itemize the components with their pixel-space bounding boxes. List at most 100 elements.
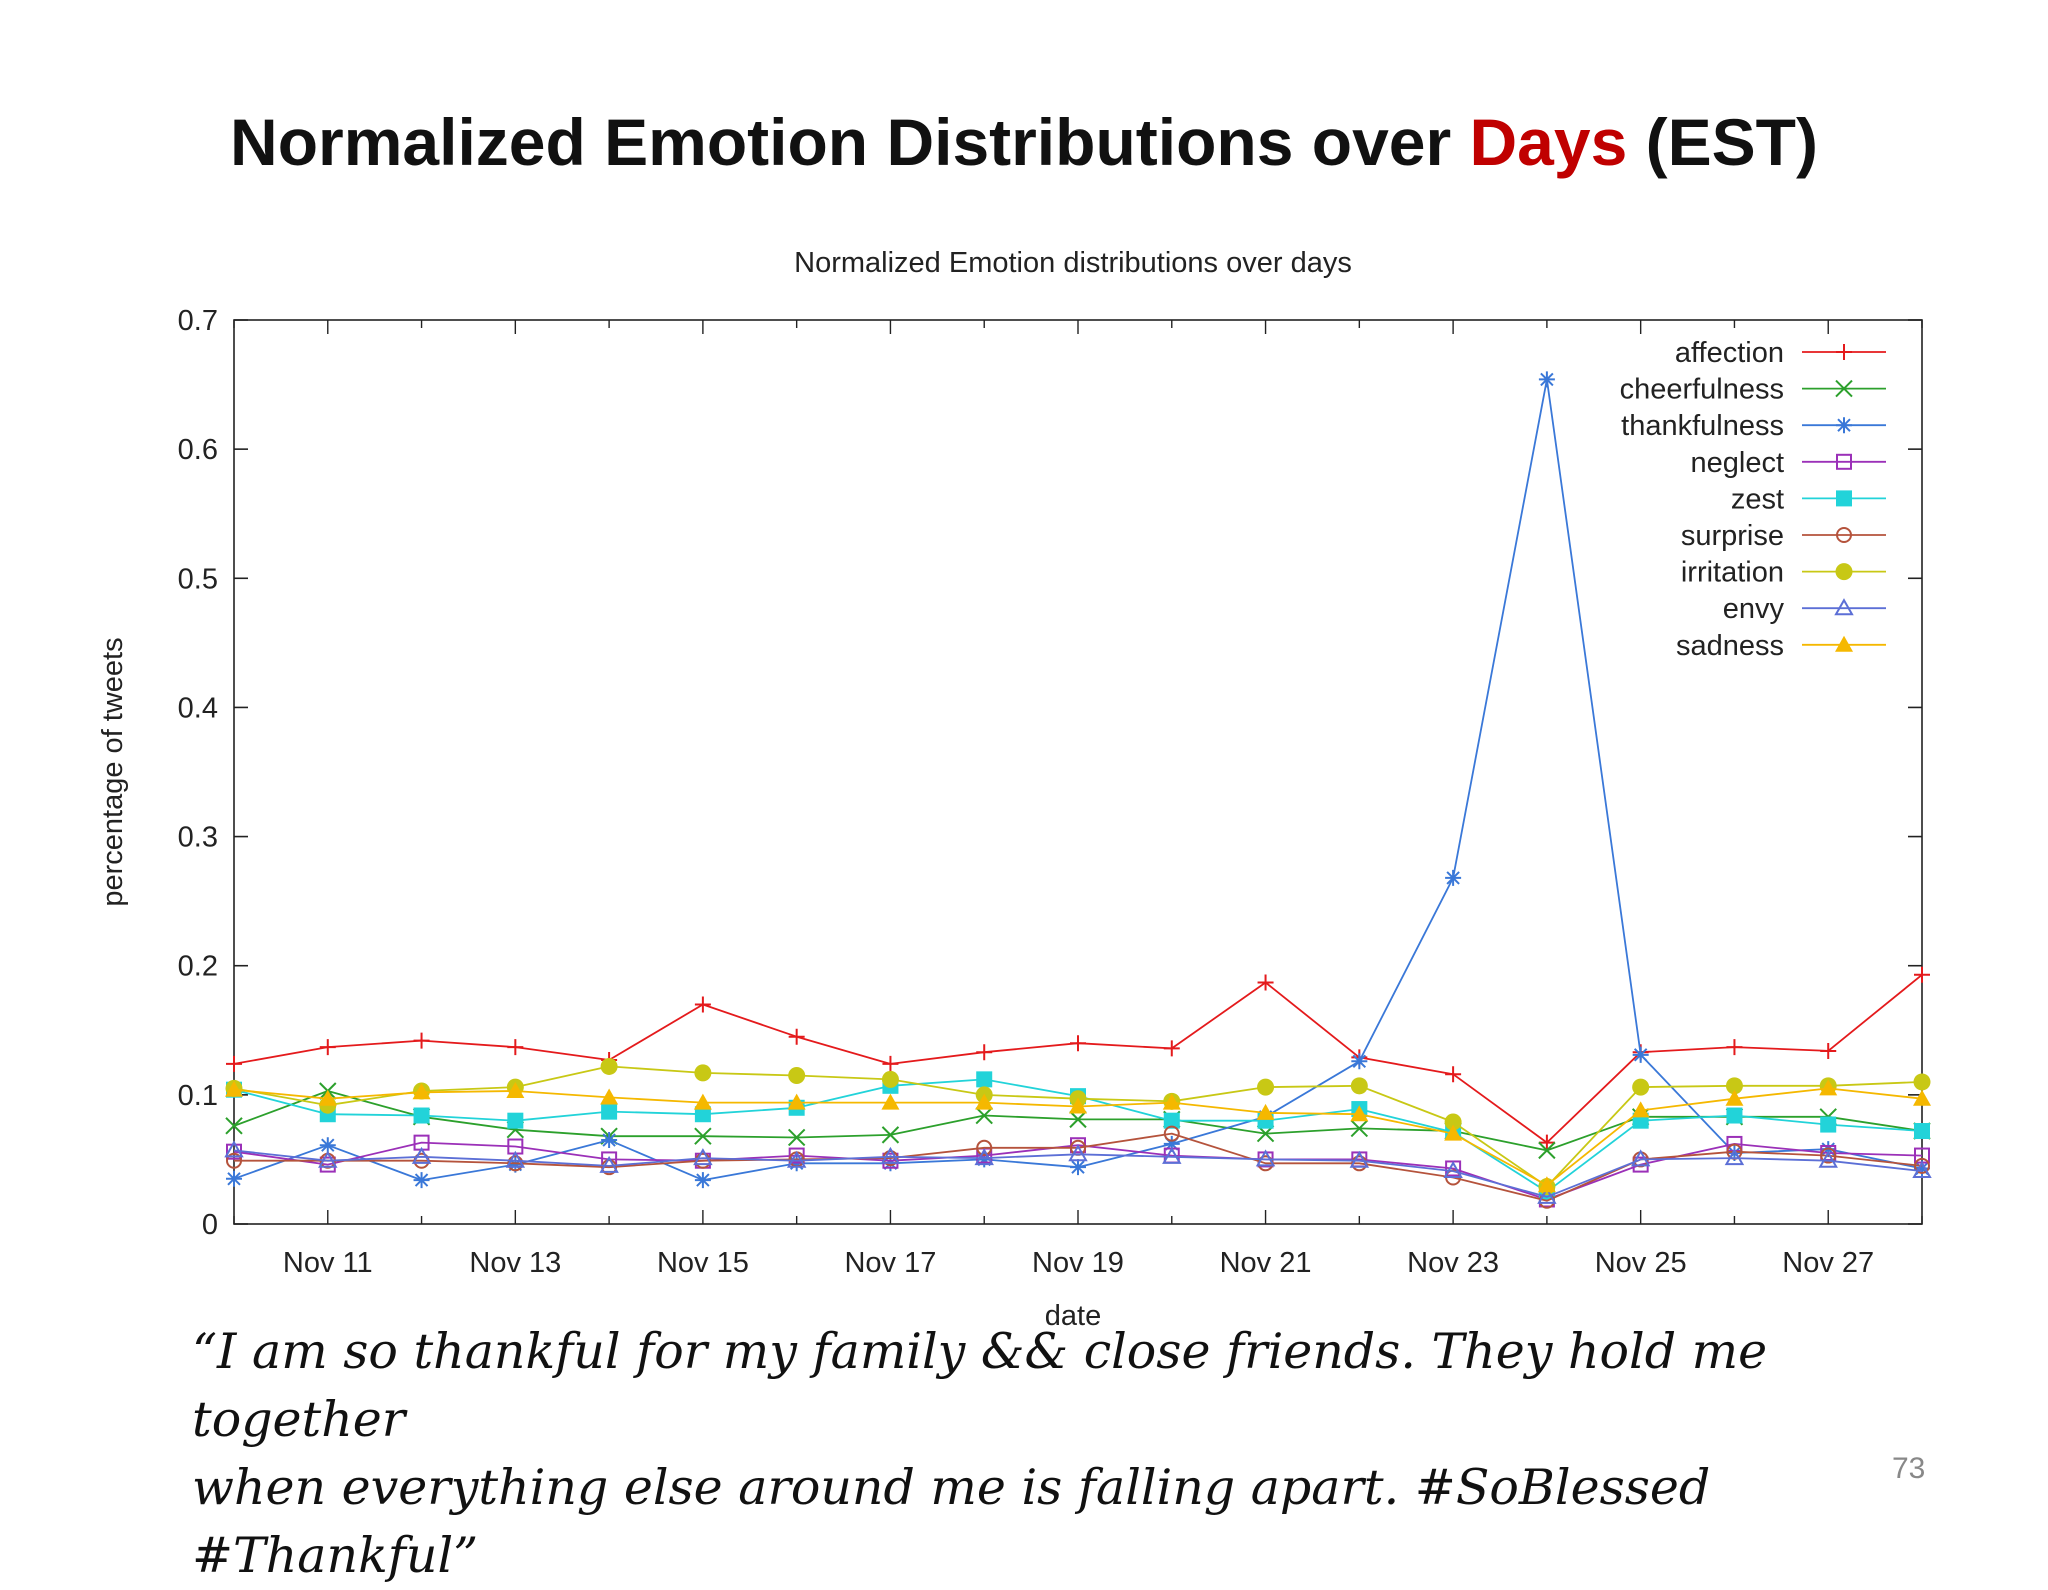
data-point-affection xyxy=(1445,1066,1462,1083)
data-point-irritation xyxy=(600,1057,618,1075)
legend-marker-sadness xyxy=(1835,635,1853,652)
legend-label-thankfulness: thankfulness xyxy=(1621,410,1784,442)
data-point-zest xyxy=(1726,1107,1743,1124)
data-point-surprise xyxy=(1820,1147,1837,1164)
data-point-zest xyxy=(413,1107,430,1124)
y-tick-label: 0.6 xyxy=(178,434,218,466)
quote-line-2: when everything else around me is fallin… xyxy=(192,1459,1711,1584)
x-tick-label: Nov 25 xyxy=(1595,1247,1687,1279)
data-point-envy xyxy=(1912,1161,1932,1179)
data-point-sadness xyxy=(1725,1089,1744,1106)
data-point-thankfulness xyxy=(1163,1135,1180,1152)
legend-marker-thankfulness xyxy=(1836,417,1852,434)
data-point-affection xyxy=(226,1055,242,1072)
data-point-thankfulness xyxy=(1445,869,1462,886)
data-point-sadness xyxy=(1350,1105,1369,1122)
legend-label-surprise: surprise xyxy=(1681,520,1784,552)
data-point-sadness xyxy=(1162,1093,1181,1110)
legend-marker-cheerfulness xyxy=(1835,379,1853,398)
data-point-thankfulness xyxy=(226,1170,242,1187)
legend-marker-surprise xyxy=(1836,527,1852,543)
legend-marker-zest xyxy=(1836,490,1852,507)
data-point-cheerfulness xyxy=(694,1127,712,1145)
data-point-zest xyxy=(1914,1123,1930,1140)
data-point-thankfulness xyxy=(1914,1160,1930,1177)
data-point-thankfulness xyxy=(601,1132,618,1149)
data-point-surprise xyxy=(1163,1125,1180,1142)
page-number: 73 xyxy=(1892,1452,1926,1485)
data-point-affection xyxy=(413,1032,430,1049)
x-tick-label: Nov 27 xyxy=(1782,1247,1874,1279)
data-point-affection xyxy=(319,1039,336,1056)
data-point-sadness xyxy=(787,1093,806,1110)
data-point-irritation xyxy=(1350,1077,1368,1095)
data-point-envy xyxy=(1068,1144,1088,1162)
data-point-affection xyxy=(788,1028,805,1045)
data-point-envy xyxy=(786,1150,807,1168)
data-point-envy xyxy=(1630,1149,1651,1167)
data-point-sadness xyxy=(318,1089,337,1106)
data-point-envy xyxy=(974,1148,994,1166)
data-point-affection xyxy=(976,1044,993,1061)
data-point-sadness xyxy=(1069,1097,1087,1114)
data-point-thankfulness xyxy=(1726,1144,1743,1161)
data-point-thankfulness xyxy=(694,1172,711,1189)
data-point-zest xyxy=(1163,1112,1180,1129)
data-point-irritation xyxy=(1725,1077,1743,1095)
data-point-affection xyxy=(1726,1039,1743,1056)
y-tick-label: 0.2 xyxy=(178,951,218,983)
data-point-envy xyxy=(224,1140,244,1158)
legend-label-envy: envy xyxy=(1723,593,1785,625)
data-point-envy xyxy=(318,1150,338,1168)
data-point-sadness xyxy=(1819,1079,1838,1096)
x-axis-label: date xyxy=(1045,1300,1101,1330)
data-point-sadness xyxy=(225,1080,243,1097)
data-point-irritation xyxy=(1444,1113,1462,1131)
legend-marker-neglect xyxy=(1836,453,1852,470)
data-point-envy xyxy=(1443,1161,1463,1179)
data-point-sadness xyxy=(1631,1101,1650,1118)
data-point-irritation xyxy=(694,1064,712,1082)
legend-label-irritation: irritation xyxy=(1681,557,1784,589)
legend-marker-affection xyxy=(1836,344,1852,360)
data-point-neglect xyxy=(788,1147,805,1164)
data-point-thankfulness xyxy=(1632,1046,1649,1063)
x-tick-label: Nov 11 xyxy=(283,1247,373,1279)
x-tick-label: Nov 13 xyxy=(469,1247,561,1279)
data-point-sadness xyxy=(1537,1176,1556,1193)
data-point-cheerfulness xyxy=(1538,1141,1556,1160)
slide-title-suffix: (EST) xyxy=(1627,105,1818,179)
data-point-affection xyxy=(694,996,711,1013)
data-point-thankfulness xyxy=(413,1172,430,1189)
data-point-cheerfulness xyxy=(1069,1110,1087,1129)
data-point-sadness xyxy=(975,1093,994,1110)
data-point-surprise xyxy=(226,1152,242,1169)
data-point-affection xyxy=(882,1055,899,1072)
data-point-envy xyxy=(693,1148,713,1166)
data-point-thankfulness xyxy=(1538,371,1555,388)
data-point-envy xyxy=(1818,1150,1838,1168)
y-tick-label: 0.5 xyxy=(178,563,218,595)
y-tick-label: 0.1 xyxy=(178,1080,218,1112)
data-point-sadness xyxy=(1913,1089,1931,1106)
data-point-irritation xyxy=(1913,1073,1931,1091)
legend-label-neglect: neglect xyxy=(1690,447,1784,479)
series-line-thankfulness xyxy=(233,378,1923,1181)
y-tick-label: 0.3 xyxy=(178,822,218,854)
data-point-envy xyxy=(599,1155,619,1173)
legend-marker-irritation xyxy=(1835,563,1853,581)
y-tick-label: 0.4 xyxy=(178,692,218,724)
data-point-sadness xyxy=(1444,1124,1463,1141)
legend-label-sadness: sadness xyxy=(1676,630,1784,662)
data-point-zest xyxy=(976,1071,993,1088)
data-point-irritation xyxy=(1632,1078,1650,1096)
data-point-sadness xyxy=(506,1081,525,1098)
data-point-irritation xyxy=(881,1070,899,1088)
x-tick-label: Nov 21 xyxy=(1220,1247,1312,1279)
data-point-thankfulness xyxy=(1351,1053,1368,1070)
data-point-zest xyxy=(1820,1116,1837,1133)
y-axis-label: percentage of tweets xyxy=(97,637,129,906)
data-point-envy xyxy=(1537,1186,1557,1204)
x-tick-label: Nov 17 xyxy=(844,1247,936,1279)
data-point-affection xyxy=(1820,1042,1837,1059)
